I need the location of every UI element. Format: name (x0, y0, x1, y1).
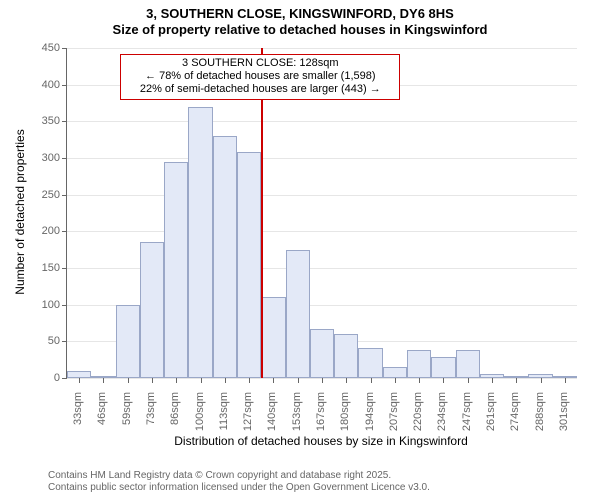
ytick-mark (62, 48, 67, 49)
ytick-label: 250 (32, 189, 60, 201)
xtick-label: 180sqm (339, 392, 351, 442)
xtick-label: 234sqm (436, 392, 448, 442)
xtick-label: 301sqm (558, 392, 570, 442)
xtick-label: 73sqm (145, 392, 157, 442)
histogram-bar (334, 334, 358, 378)
xtick-mark (468, 378, 469, 383)
xtick-label: 86sqm (169, 392, 181, 442)
annotation-line-3: 22% of semi-detached houses are larger (… (125, 83, 395, 96)
annotation-line-1: 3 SOUTHERN CLOSE: 128sqm (125, 57, 395, 70)
gridline (67, 231, 577, 232)
xtick-mark (298, 378, 299, 383)
xtick-label: 220sqm (412, 392, 424, 442)
xtick-mark (128, 378, 129, 383)
histogram-bar (188, 107, 212, 378)
title-line-2: Size of property relative to detached ho… (0, 22, 600, 38)
footer-line-2: Contains public sector information licen… (48, 482, 430, 494)
gridline (67, 121, 577, 122)
chart-title: 3, SOUTHERN CLOSE, KINGSWINFORD, DY6 8HS… (0, 6, 600, 37)
xtick-label: 288sqm (534, 392, 546, 442)
xtick-label: 140sqm (266, 392, 278, 442)
xtick-mark (103, 378, 104, 383)
histogram-bar (116, 305, 140, 378)
xtick-mark (516, 378, 517, 383)
xtick-label: 247sqm (461, 392, 473, 442)
y-axis-label: Number of detached properties (13, 47, 27, 377)
histogram-bar (261, 297, 285, 378)
ytick-label: 300 (32, 152, 60, 164)
ytick-label: 50 (32, 335, 60, 347)
ytick-label: 200 (32, 225, 60, 237)
ytick-mark (62, 305, 67, 306)
histogram-bar (456, 350, 480, 378)
gridline (67, 158, 577, 159)
histogram-bar (140, 242, 164, 378)
ytick-mark (62, 121, 67, 122)
xtick-label: 113sqm (218, 392, 230, 442)
xtick-label: 46sqm (96, 392, 108, 442)
xtick-mark (152, 378, 153, 383)
xtick-label: 127sqm (242, 392, 254, 442)
ytick-label: 350 (32, 115, 60, 127)
xtick-label: 100sqm (194, 392, 206, 442)
xtick-label: 59sqm (121, 392, 133, 442)
ytick-label: 400 (32, 79, 60, 91)
xtick-label: 153sqm (291, 392, 303, 442)
footer-line-1: Contains HM Land Registry data © Crown c… (48, 470, 430, 482)
xtick-mark (249, 378, 250, 383)
xtick-mark (395, 378, 396, 383)
ytick-label: 150 (32, 262, 60, 274)
histogram-bar (407, 350, 431, 378)
histogram-bar (164, 162, 188, 378)
reference-annotation-box: 3 SOUTHERN CLOSE: 128sqm ← 78% of detach… (120, 54, 400, 100)
histogram-bar (67, 371, 91, 378)
ytick-label: 0 (32, 372, 60, 384)
xtick-mark (201, 378, 202, 383)
ytick-label: 450 (32, 42, 60, 54)
xtick-mark (565, 378, 566, 383)
histogram-bar (213, 136, 237, 378)
xtick-mark (176, 378, 177, 383)
xtick-label: 167sqm (315, 392, 327, 442)
xtick-mark (346, 378, 347, 383)
xtick-mark (225, 378, 226, 383)
xtick-label: 261sqm (485, 392, 497, 442)
footer-attribution: Contains HM Land Registry data © Crown c… (48, 470, 430, 494)
title-line-1: 3, SOUTHERN CLOSE, KINGSWINFORD, DY6 8HS (0, 6, 600, 22)
ytick-mark (62, 195, 67, 196)
gridline (67, 48, 577, 49)
ytick-mark (62, 85, 67, 86)
histogram-bar (383, 367, 407, 378)
xtick-label: 274sqm (509, 392, 521, 442)
xtick-mark (492, 378, 493, 383)
xtick-mark (273, 378, 274, 383)
xtick-mark (371, 378, 372, 383)
ytick-mark (62, 231, 67, 232)
xtick-label: 207sqm (388, 392, 400, 442)
histogram-bar (310, 329, 334, 378)
xtick-mark (322, 378, 323, 383)
histogram-bar (237, 152, 261, 378)
histogram-bar (431, 357, 455, 378)
gridline (67, 195, 577, 196)
ytick-mark (62, 268, 67, 269)
ytick-label: 100 (32, 299, 60, 311)
xtick-mark (541, 378, 542, 383)
xtick-mark (79, 378, 80, 383)
annotation-line-2: ← 78% of detached houses are smaller (1,… (125, 70, 395, 83)
xtick-mark (419, 378, 420, 383)
chart-container: { "title": { "line1": "3, SOUTHERN CLOSE… (0, 0, 600, 500)
xtick-mark (443, 378, 444, 383)
histogram-bar (286, 250, 310, 378)
histogram-bar (358, 348, 382, 378)
ytick-mark (62, 158, 67, 159)
ytick-mark (62, 341, 67, 342)
ytick-mark (62, 378, 67, 379)
xtick-label: 194sqm (364, 392, 376, 442)
xtick-label: 33sqm (72, 392, 84, 442)
